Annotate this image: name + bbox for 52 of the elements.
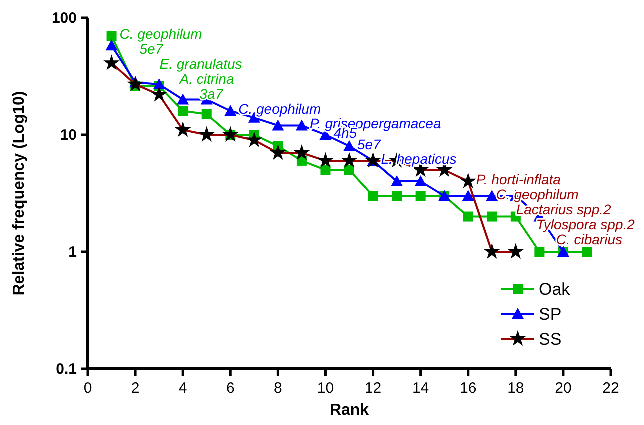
annotation: C. geophilum	[120, 26, 203, 42]
point	[414, 176, 427, 187]
point	[462, 190, 474, 202]
point	[202, 109, 212, 120]
annotation: A. citrina	[178, 71, 234, 88]
annotation: C. cibarius	[556, 232, 623, 248]
annotation: C. geophilum	[238, 101, 322, 118]
x-tick-label: 0	[84, 380, 92, 397]
point	[178, 106, 188, 116]
point	[272, 120, 284, 131]
legend-label: Oak	[539, 280, 571, 299]
y-tick-label: 10	[60, 127, 77, 144]
annotation: 3a7	[200, 86, 224, 102]
point	[534, 247, 545, 257]
y-tick-label: 1	[68, 244, 77, 261]
point	[344, 140, 356, 152]
point	[416, 191, 426, 202]
legend-label: SP	[539, 305, 562, 324]
point	[487, 212, 498, 222]
point	[344, 165, 354, 176]
x-axis-title: Rank	[330, 402, 370, 419]
x-tick-label: 6	[226, 380, 235, 397]
point	[177, 94, 190, 105]
x-tick-label: 8	[274, 380, 282, 397]
x-tick-label: 14	[412, 380, 430, 397]
legend-label: SS	[539, 330, 562, 349]
x-tick-label: 18	[508, 380, 524, 397]
y-axis-title: Relative frequency (Log10)	[11, 91, 28, 296]
annotation: P. horti-inflata	[476, 172, 562, 188]
x-tick-label: 2	[131, 380, 140, 397]
annotation: 5e7	[140, 41, 164, 58]
point	[106, 31, 117, 42]
y-tick-label: 100	[52, 10, 77, 27]
point	[106, 40, 118, 51]
point	[296, 120, 308, 131]
point	[392, 191, 402, 202]
annotation: 5e7	[358, 136, 382, 152]
x-tick-label: 16	[460, 380, 477, 397]
x-tick-label: 4	[178, 380, 188, 397]
x-tick-label: 12	[364, 380, 382, 397]
point	[153, 78, 166, 90]
point	[582, 247, 592, 257]
point	[368, 191, 378, 202]
point	[320, 165, 331, 176]
point	[391, 176, 404, 187]
x-tick-label: 10	[317, 380, 334, 397]
y-tick-label: 0.1	[56, 361, 77, 378]
x-tick-label: 22	[602, 380, 620, 397]
x-tick-label: 20	[555, 380, 572, 397]
point	[463, 212, 474, 222]
point	[224, 105, 237, 116]
annotation: E. granulatus	[160, 56, 242, 72]
